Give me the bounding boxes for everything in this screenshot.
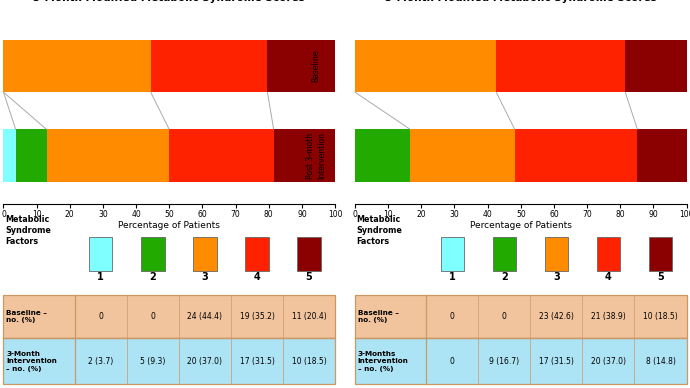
Text: 10 (18.5): 10 (18.5) <box>643 312 678 321</box>
Bar <box>597 237 620 271</box>
Text: 8 (14.8): 8 (14.8) <box>646 357 676 365</box>
Text: 23 (42.6): 23 (42.6) <box>539 312 574 321</box>
Text: 24 (44.4): 24 (44.4) <box>188 312 222 321</box>
Bar <box>46 130 169 182</box>
Text: 20 (37.0): 20 (37.0) <box>591 357 626 365</box>
Bar <box>3 295 335 338</box>
Text: 11 (20.4): 11 (20.4) <box>292 312 326 321</box>
Text: Metabolic
Syndrome
Factors: Metabolic Syndrome Factors <box>5 215 51 246</box>
Bar <box>193 237 217 271</box>
Text: 5: 5 <box>657 272 664 282</box>
Bar <box>268 40 335 92</box>
Text: 5 (9.3): 5 (9.3) <box>140 357 166 365</box>
X-axis label: Percentage of Patients: Percentage of Patients <box>118 222 220 230</box>
Text: 20 (37.0): 20 (37.0) <box>188 357 222 365</box>
Bar <box>297 237 321 271</box>
Bar <box>141 237 164 271</box>
Title: Standard of Care
3-Month Modified Metabolic Syndrome Scores: Standard of Care 3-Month Modified Metabo… <box>385 0 657 3</box>
Text: 21 (38.9): 21 (38.9) <box>591 312 626 321</box>
Bar <box>544 237 568 271</box>
Bar <box>3 40 150 92</box>
Text: Metabolic
Syndrome
Factors: Metabolic Syndrome Factors <box>357 215 402 246</box>
Text: 1: 1 <box>449 272 455 282</box>
Text: 3: 3 <box>201 272 208 282</box>
Text: 0: 0 <box>99 312 103 321</box>
Text: 10 (18.5): 10 (18.5) <box>292 357 326 365</box>
Text: 9 (16.7): 9 (16.7) <box>489 357 520 365</box>
Text: 4: 4 <box>605 272 612 282</box>
Text: 4: 4 <box>254 272 260 282</box>
Bar <box>355 338 687 384</box>
Bar <box>89 237 112 271</box>
Text: 5: 5 <box>306 272 313 282</box>
Bar <box>515 130 638 182</box>
Bar <box>16 130 46 182</box>
X-axis label: Percentage of Patients: Percentage of Patients <box>470 222 572 230</box>
Text: 17 (31.5): 17 (31.5) <box>239 357 275 365</box>
Bar <box>169 130 274 182</box>
Bar <box>649 237 672 271</box>
Bar <box>245 237 268 271</box>
Bar <box>3 130 16 182</box>
Text: 3-Month
Intervention
– no. (%): 3-Month Intervention – no. (%) <box>6 351 57 372</box>
Bar <box>440 237 464 271</box>
Bar <box>496 40 625 92</box>
Text: Baseline –
no. (%): Baseline – no. (%) <box>357 310 399 324</box>
Bar <box>638 130 687 182</box>
Bar <box>411 130 515 182</box>
Bar <box>3 338 335 384</box>
Bar <box>150 40 268 92</box>
Bar <box>355 295 687 338</box>
Text: 19 (35.2): 19 (35.2) <box>239 312 275 321</box>
Text: 2: 2 <box>150 272 156 282</box>
Bar <box>493 237 516 271</box>
Bar <box>625 40 687 92</box>
Text: 0: 0 <box>450 357 455 365</box>
Text: 0: 0 <box>150 312 155 321</box>
Text: 2 (3.7): 2 (3.7) <box>88 357 113 365</box>
Text: 17 (31.5): 17 (31.5) <box>539 357 574 365</box>
Bar <box>274 130 335 182</box>
Text: 3: 3 <box>553 272 560 282</box>
Text: 1: 1 <box>97 272 104 282</box>
Bar <box>355 40 496 92</box>
Bar <box>355 130 411 182</box>
Text: 0: 0 <box>450 312 455 321</box>
Text: Baseline –
no. (%): Baseline – no. (%) <box>6 310 47 324</box>
Text: 0: 0 <box>502 312 506 321</box>
Title: Time-Restricted Eating
3-Month Modified Metabolic Syndrome Scores: Time-Restricted Eating 3-Month Modified … <box>33 0 305 3</box>
Text: 2: 2 <box>501 272 508 282</box>
Text: 3-Months
Intervention
– no. (%): 3-Months Intervention – no. (%) <box>357 351 408 372</box>
